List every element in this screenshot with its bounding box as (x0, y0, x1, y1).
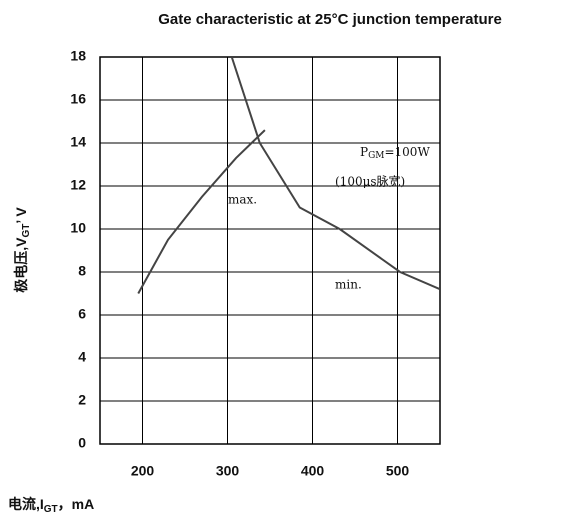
y-tick-label: 18 (70, 48, 86, 64)
data-line (137, 129, 266, 294)
x-label-part: ，mA (58, 496, 95, 512)
y-tick-label: 2 (78, 392, 86, 408)
y-label-sub: GT (21, 224, 32, 238)
annotation: max. (228, 193, 257, 207)
y-tick-label: 4 (78, 349, 86, 365)
y-tick-label: 10 (70, 220, 86, 236)
annotation-part: P (360, 145, 368, 159)
annotation: PGM=100W (360, 145, 430, 161)
x-label-part: 电流,I (8, 496, 44, 512)
x-tick-label: 200 (131, 463, 155, 479)
x-tick-label: 500 (386, 463, 410, 479)
y-label-part: ’ V (13, 207, 29, 224)
x-tick-label: 400 (301, 463, 325, 479)
y-tick-label: 12 (70, 177, 86, 193)
y-tick-label: 14 (70, 134, 86, 150)
y-tick-label: 0 (78, 435, 86, 451)
annotation-sub: GM (368, 151, 384, 161)
plot-frame (99, 56, 441, 445)
y-tick-label: 6 (78, 306, 86, 322)
annotation: (100μs脉宽) (335, 174, 405, 189)
annotation-part: =100W (384, 145, 430, 159)
annotation: min. (335, 278, 362, 292)
x-tick-label: 300 (216, 463, 240, 479)
y-tick-label: 8 (78, 263, 86, 279)
data-line (230, 57, 440, 291)
y-tick-label: 16 (70, 91, 86, 107)
chart-title: Gate characteristic at 25°C junction tem… (158, 11, 502, 28)
x-label-sub: GT (44, 504, 58, 515)
y-label-part: 极电压,V (13, 237, 29, 293)
y-axis-label: 极电压,VGT’ V (13, 207, 32, 293)
x-axis-label: 电流,IGT，mA (8, 496, 94, 515)
